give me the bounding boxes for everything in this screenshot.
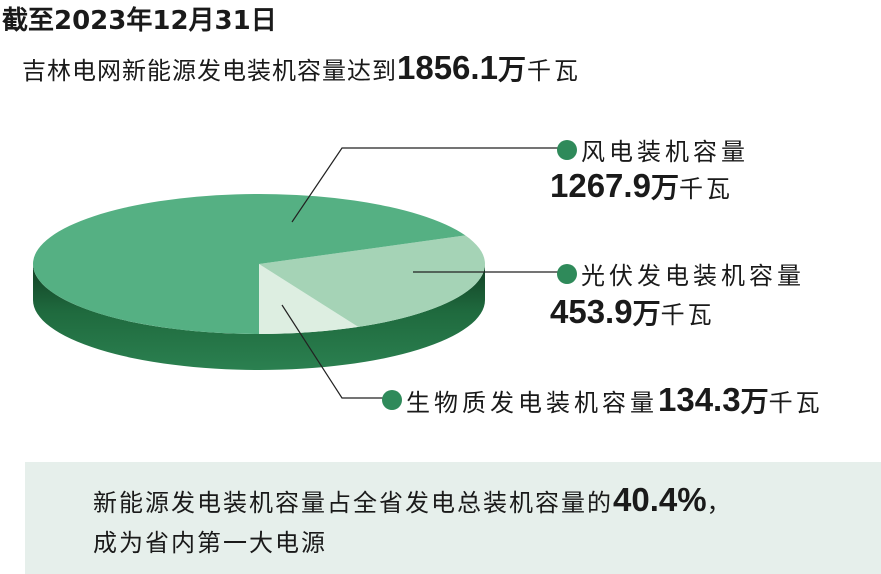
slice-pv [259,235,486,327]
pie-side [33,264,485,370]
legend-pv-label: 光伏发电装机容量 [581,262,805,290]
wind-unit: 千瓦 [678,175,733,203]
marker-dot [557,139,577,160]
bio-unit: 千瓦 [768,388,823,417]
summary-text: 新能源发电装机容量占全省发电总装机容量的40.4%， 成为省内第一大电源 [93,480,733,563]
subtitle-prefix: 吉林电网新能源发电装机容量达到 [22,57,397,85]
summary-prefix: 新能源发电装机容量占全省发电总装机容量的 [93,489,613,517]
wind-wan: 万 [650,171,679,204]
pv-wan: 万 [632,297,661,330]
value-pv: 453.9万千瓦 [550,292,715,332]
leader-line-bio [281,304,385,399]
pv-unit: 千瓦 [660,301,715,329]
wind-value: 1267.9 [550,167,651,204]
slice-wind [33,193,466,334]
page-title: 截至2023年12月31日 [2,6,277,36]
summary-box: 新能源发电装机容量占全省发电总装机容量的40.4%， 成为省内第一大电源 [25,462,881,574]
legend-bio-label: 生物质发电装机容量 [406,388,658,417]
subtitle: 吉林电网新能源发电装机容量达到1856.1万千瓦 [22,48,581,88]
legend-bio: 生物质发电装机容量 134.3 万千瓦 [382,380,823,420]
marker-dot [557,263,577,284]
slice-bio [259,264,359,334]
legend-wind: 风电装机容量 [557,132,749,167]
summary-suffix: ， [706,489,733,517]
total-wan: 万 [497,53,527,86]
bio-value: 134.3 [658,381,741,418]
summary-line-1: 新能源发电装机容量占全省发电总装机容量的40.4%， [93,480,733,523]
summary-line-2: 成为省内第一大电源 [93,529,327,557]
pv-value: 453.9 [550,293,633,330]
share-value: 40.4% [613,481,707,518]
marker-dot [382,390,402,410]
leader-line-wind [291,147,560,223]
legend-wind-label: 风电装机容量 [581,138,749,166]
bio-wan: 万 [740,385,769,418]
total-value: 1856.1 [397,49,498,86]
value-wind: 1267.9万千瓦 [550,166,733,206]
legend-pv: 光伏发电装机容量 [557,256,805,291]
total-unit: 千瓦 [526,57,581,85]
